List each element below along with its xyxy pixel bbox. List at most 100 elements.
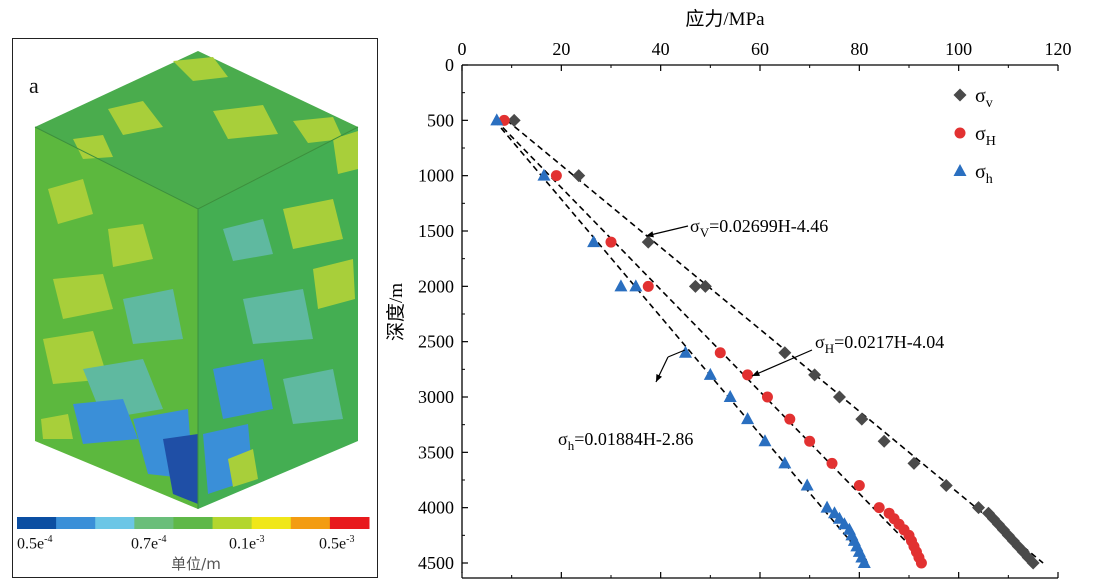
data-point-sigma-v	[907, 456, 921, 470]
contour-patch	[213, 359, 273, 419]
contour-patch	[173, 57, 228, 81]
x-tick-label: 40	[652, 39, 670, 59]
y-tick-label: 4500	[418, 553, 454, 573]
fit-line	[493, 119, 870, 564]
x-tick-label: 100	[945, 39, 972, 59]
data-point-sigma-H	[873, 502, 885, 514]
y-tick-label: 2000	[418, 276, 454, 296]
colorbar-swatch	[212, 517, 253, 529]
contour-patch	[41, 414, 73, 439]
data-point-sigma-v	[972, 501, 986, 515]
data-point-sigma-v	[688, 279, 702, 293]
data-point-sigma-h	[820, 500, 834, 513]
data-point-sigma-h	[723, 390, 737, 402]
data-point-sigma-v	[939, 479, 953, 493]
annotation-arrowhead	[752, 370, 760, 376]
colorbar-swatch	[329, 517, 370, 529]
contour-patch	[243, 289, 313, 344]
data-point-sigma-v	[641, 235, 655, 249]
panel-a-contour-block: a 单位/m 0.5e-4 0.7e-4 0.1e-3 0.5e-3	[12, 38, 378, 578]
contour-patch	[223, 219, 273, 261]
data-point-sigma-H	[853, 480, 865, 492]
data-point-sigma-H	[804, 435, 816, 447]
fit-line	[506, 119, 1044, 564]
data-point-sigma-v	[953, 88, 967, 102]
colorbar-swatch	[173, 517, 214, 529]
x-tick-label: 20	[552, 39, 570, 59]
data-point-sigma-h	[953, 164, 967, 176]
colorbar-tick-label: 0.7e-4	[131, 534, 167, 553]
contour-patch	[108, 101, 163, 135]
y-axis-label: 深度/m	[385, 283, 407, 341]
colorbar-unit-label: 单位/m	[171, 555, 221, 573]
data-point-sigma-v	[808, 368, 822, 382]
contour-patch	[213, 105, 278, 139]
colorbar-swatch	[134, 517, 174, 529]
data-point-sigma-H	[915, 557, 927, 569]
x-tick-label: 120	[1045, 39, 1072, 59]
contour-patch	[228, 449, 258, 487]
data-point-sigma-v	[572, 169, 586, 183]
legend-label: σH	[975, 123, 996, 149]
data-point-sigma-h	[679, 345, 692, 358]
data-point-sigma-v	[778, 346, 792, 360]
x-tick-label: 0	[458, 39, 467, 59]
data-point-sigma-H	[742, 369, 754, 381]
x-axis-label: 应力/MPa	[685, 8, 765, 30]
data-point-sigma-H	[826, 457, 838, 469]
y-tick-label: 3500	[418, 442, 454, 462]
data-point-sigma-h	[758, 434, 772, 447]
contour-patch	[73, 135, 113, 159]
data-point-sigma-h	[778, 456, 792, 469]
data-point-sigma-H	[550, 170, 562, 182]
contour-patch	[108, 224, 153, 267]
contour-patch	[293, 117, 343, 143]
data-point-sigma-H	[954, 127, 966, 139]
colorbar-swatch	[251, 517, 292, 529]
data-point-sigma-H	[784, 413, 796, 425]
y-tick-label: 0	[445, 55, 454, 75]
contour-patch	[283, 369, 343, 424]
fit-equation-label: σH=0.0217H-4.04	[815, 332, 944, 356]
fit-equation-label: σV=0.02699H-4.46	[690, 216, 828, 240]
contour-patch	[123, 289, 183, 344]
legend-label: σv	[975, 85, 993, 111]
y-tick-label: 1000	[418, 166, 454, 186]
contour-patch	[48, 179, 93, 224]
cube-top-face	[35, 51, 358, 209]
data-point-sigma-v	[698, 279, 712, 293]
colorbar-swatch	[17, 517, 57, 529]
annotation-arrow	[667, 349, 686, 358]
data-point-sigma-v	[832, 390, 846, 404]
panel-label: a	[29, 73, 39, 98]
x-tick-label: 60	[751, 39, 769, 59]
y-tick-label: 1500	[418, 221, 454, 241]
data-point-sigma-v	[1016, 545, 1030, 559]
fit-equation-label: σh=0.01884H-2.86	[558, 429, 693, 453]
data-point-sigma-h	[587, 235, 601, 248]
y-tick-label: 3000	[418, 387, 454, 407]
contour-patch	[313, 259, 355, 309]
data-point-sigma-v	[855, 412, 869, 426]
annotation-arrowhead	[656, 374, 662, 382]
colorbar-swatch	[290, 517, 331, 529]
data-point-sigma-h	[800, 478, 814, 491]
contour-patch	[283, 199, 343, 249]
contour-patch	[163, 434, 198, 504]
y-tick-label: 2500	[418, 332, 454, 352]
annotation-arrowhead	[646, 231, 654, 238]
colorbar-tick-label: 0.5e-4	[17, 534, 53, 553]
colorbar-swatch	[95, 517, 135, 529]
data-point-sigma-h	[703, 367, 717, 380]
y-tick-label: 4000	[418, 498, 454, 518]
stress-depth-chart: 0 20 40 60 80 100 120 0 500 1000 1500 2000 2500 3000 3…	[385, 8, 1072, 579]
legend-label: σh	[975, 161, 993, 187]
data-point-sigma-h	[537, 168, 551, 181]
data-point-sigma-h	[741, 412, 755, 425]
data-point-sigma-v	[507, 113, 521, 127]
contour-cube-graphic	[17, 51, 370, 529]
fit-line	[495, 119, 928, 564]
data-point-sigma-h	[614, 279, 628, 292]
data-point-sigma-h	[629, 279, 643, 292]
colorbar-tick-label: 0.1e-3	[229, 534, 265, 553]
